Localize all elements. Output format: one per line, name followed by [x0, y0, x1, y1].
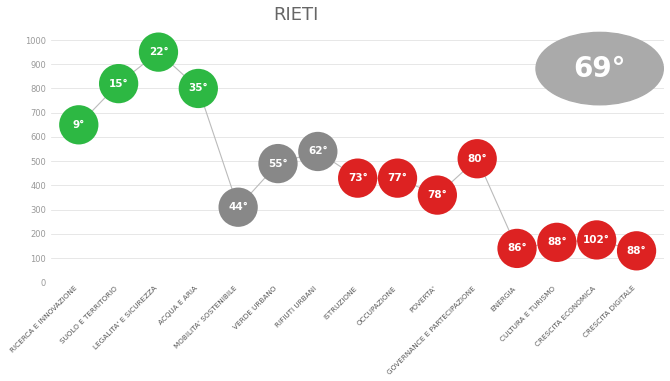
Text: 22°: 22° [149, 47, 168, 57]
Text: 77°: 77° [387, 173, 407, 183]
Text: 102°: 102° [584, 235, 610, 245]
Text: 86°: 86° [507, 243, 527, 253]
Point [512, 245, 523, 251]
Text: 78°: 78° [427, 190, 448, 200]
Text: 80°: 80° [468, 154, 487, 164]
Title: RIETI: RIETI [273, 6, 319, 24]
Text: 69°: 69° [574, 54, 626, 83]
Text: 62°: 62° [308, 146, 328, 157]
Text: 73°: 73° [348, 173, 368, 183]
Point [432, 192, 443, 198]
Text: 55°: 55° [268, 158, 288, 169]
Text: 44°: 44° [228, 202, 248, 212]
Point [392, 175, 403, 181]
Point [312, 149, 323, 155]
Point [193, 85, 204, 91]
Point [352, 175, 363, 181]
Point [472, 156, 482, 162]
Point [153, 49, 164, 55]
Point [273, 160, 283, 166]
Text: 9°: 9° [72, 120, 85, 130]
Text: 35°: 35° [188, 83, 208, 93]
Text: 88°: 88° [547, 237, 567, 247]
Text: 15°: 15° [109, 78, 129, 89]
Point [74, 122, 84, 128]
Point [551, 239, 562, 245]
Point [232, 204, 243, 210]
Point [113, 80, 124, 86]
Text: 88°: 88° [626, 246, 647, 256]
Point [631, 248, 642, 254]
Point [592, 237, 602, 243]
